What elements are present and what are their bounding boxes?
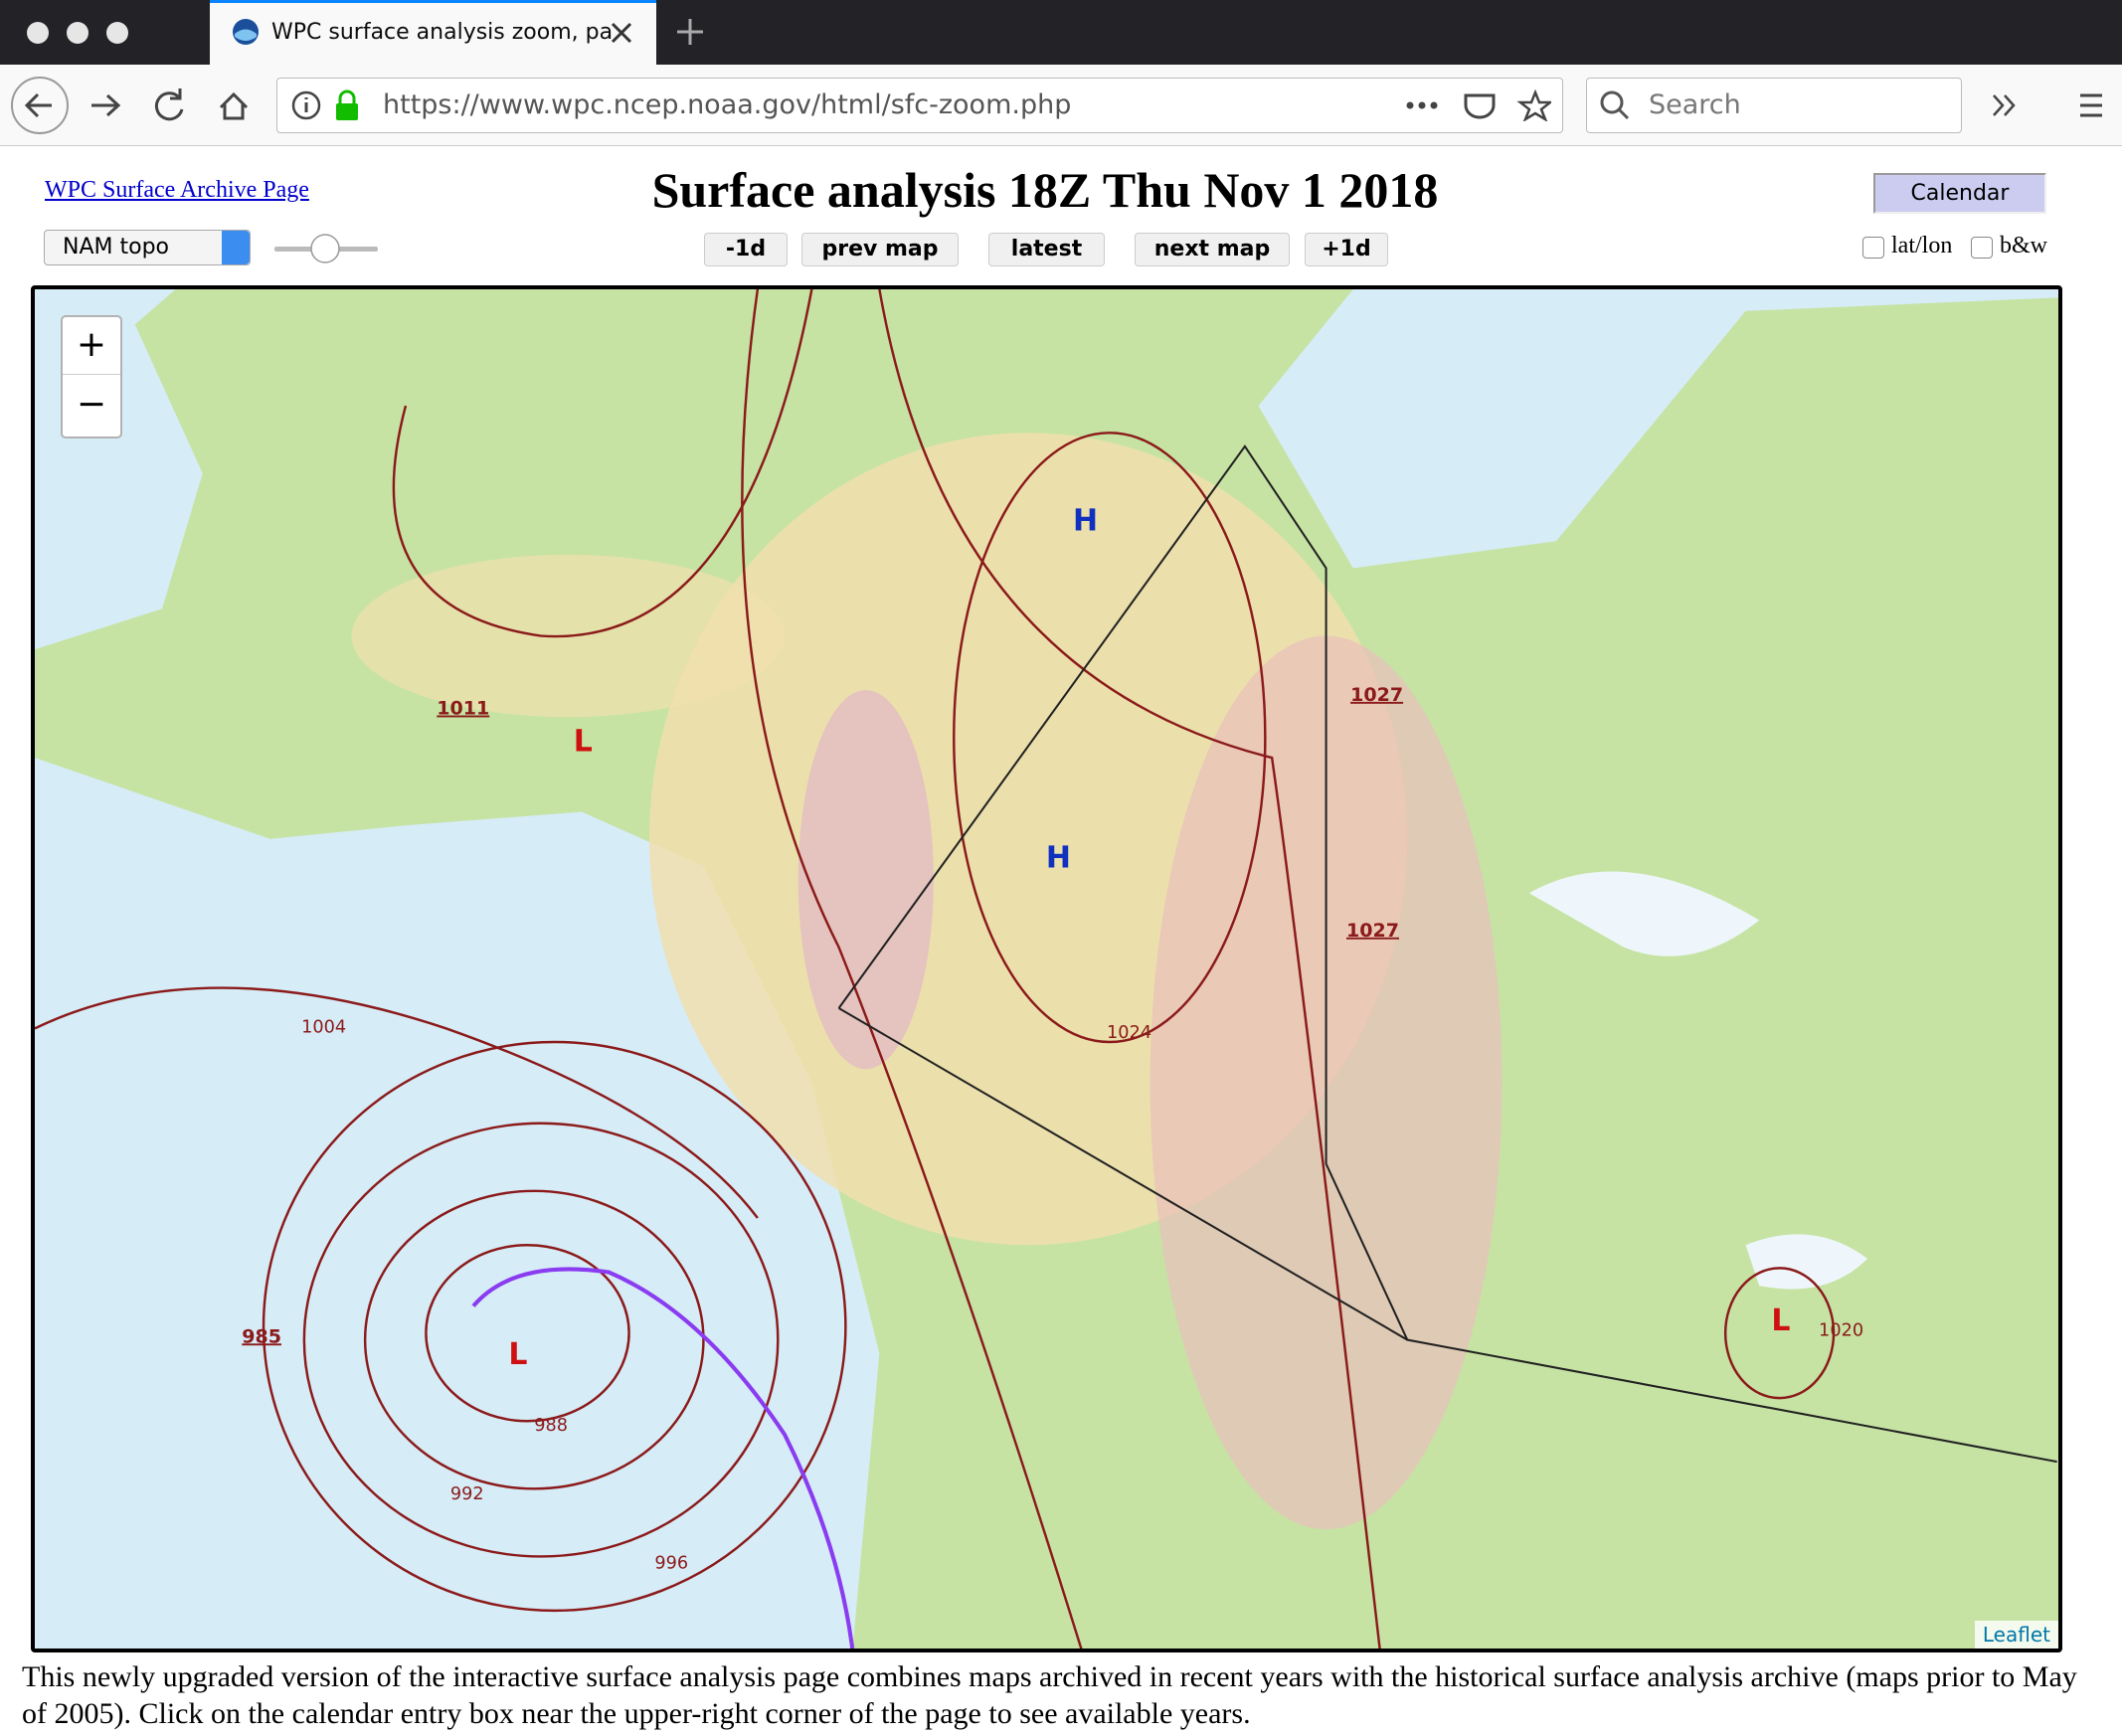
search-placeholder: Search — [1649, 89, 1741, 120]
isobar-label: 1024 — [1107, 1023, 1151, 1043]
isobars — [35, 289, 1836, 1649]
url-text: https://www.wpc.ncep.noaa.gov/html/sfc-z… — [383, 89, 1072, 120]
page-actions[interactable] — [1402, 89, 1551, 121]
high-center: H — [1073, 503, 1098, 538]
isobar-label: 1020 — [1819, 1320, 1863, 1340]
isobar-label: 1011 — [437, 698, 489, 720]
isobar-label: 992 — [450, 1484, 484, 1504]
isobar-label: 1027 — [1346, 920, 1399, 942]
zoom-control — [61, 315, 122, 438]
new-tab[interactable] — [674, 16, 706, 48]
search-icon — [1600, 90, 1630, 120]
window-maximize[interactable] — [106, 22, 128, 44]
latlon-checkbox[interactable] — [1862, 237, 1884, 259]
surface-map[interactable]: H H L L L 1027 1027 1011 985 1004 988 99… — [35, 289, 2058, 1649]
page-title: Surface analysis 18Z Thu Nov 1 2018 — [651, 162, 1439, 218]
isobar-label: 1027 — [1350, 684, 1403, 706]
caption: This newly upgraded version of the inter… — [22, 1660, 2077, 1730]
browser-tab[interactable]: WPC surface analysis zoom, pa — [210, 0, 656, 65]
high-center: H — [1046, 840, 1071, 875]
isobar-label: 1004 — [301, 1017, 346, 1037]
bw-checkbox[interactable] — [1971, 237, 1993, 259]
prev-map-button[interactable]: prev map — [801, 233, 959, 266]
low-center: L — [1771, 1303, 1790, 1338]
isobar-label: 988 — [534, 1416, 568, 1436]
low-center: L — [508, 1337, 527, 1372]
plus-day-button[interactable]: +1d — [1305, 233, 1388, 266]
calendar-button[interactable]: Calendar — [1873, 173, 2046, 214]
latlon-label: lat/lon — [1891, 233, 1953, 259]
zoom-out[interactable]: − — [76, 384, 107, 425]
map-select[interactable]: NAM topo — [44, 230, 251, 265]
terrain-peak — [797, 690, 934, 1070]
map-frame[interactable]: H H L L L 1027 1027 1011 985 1004 988 99… — [31, 285, 2062, 1652]
url-bar[interactable]: https://www.wpc.ncep.noaa.gov/html/sfc-z… — [276, 78, 1563, 133]
nav-buttons[interactable] — [0, 65, 276, 146]
toolbar-menu[interactable] — [1989, 87, 2122, 123]
bw-label: b&w — [2000, 233, 2047, 259]
zoom-in[interactable]: + — [63, 317, 120, 375]
tab-title: WPC surface analysis zoom, pa — [271, 20, 614, 45]
isobar-label: 996 — [654, 1554, 688, 1574]
borders — [837, 444, 2057, 1464]
tab-close[interactable] — [609, 20, 634, 46]
next-map-button[interactable]: next map — [1135, 233, 1290, 266]
lake — [1745, 1234, 1868, 1290]
minus-day-button[interactable]: -1d — [704, 233, 788, 266]
search-bar[interactable]: Search — [1586, 78, 1962, 133]
latest-button[interactable]: latest — [988, 233, 1105, 266]
lake — [1528, 871, 1760, 956]
attribution[interactable]: Leaflet — [1974, 1621, 2058, 1649]
isobar-label: 985 — [242, 1325, 281, 1347]
map-select-text: NAM topo — [63, 235, 169, 260]
opacity-slider[interactable] — [272, 233, 380, 264]
archive-link[interactable]: WPC Surface Archive Page — [45, 177, 309, 203]
site-info[interactable] — [290, 89, 370, 121]
tab-favicon — [233, 19, 259, 45]
low-center: L — [574, 724, 593, 759]
window-minimize[interactable] — [67, 22, 88, 44]
window-close[interactable] — [27, 22, 49, 44]
occluded-front — [471, 1267, 855, 1649]
